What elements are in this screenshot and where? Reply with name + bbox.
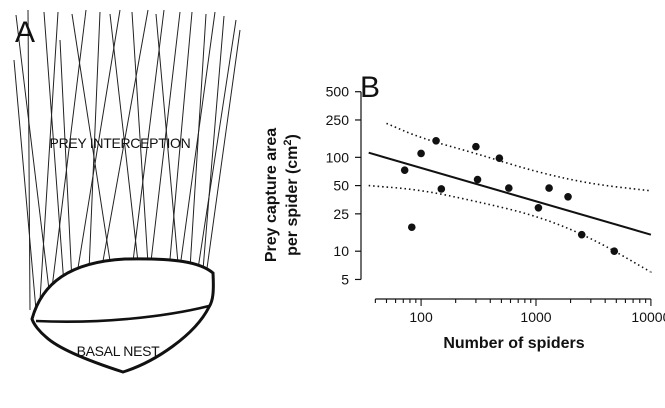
y-axis-label-line2: per spider (cm2) <box>282 134 301 256</box>
silk-thread <box>177 11 216 283</box>
silk-thread <box>155 13 181 287</box>
data-point <box>400 166 409 174</box>
data-point <box>473 175 482 184</box>
data-point <box>577 230 586 239</box>
confidence-bands <box>368 122 652 273</box>
y-tick-label: 25 <box>333 206 349 222</box>
basal-nest-rim <box>35 304 210 323</box>
silk-thread <box>15 14 51 299</box>
panel-a: A PREY INTERCEPTION BASAL NEST <box>13 9 241 374</box>
data-point <box>534 203 543 212</box>
silk-thread <box>51 9 87 289</box>
y-tick-label: 10 <box>333 243 349 259</box>
x-tick-label: 100 <box>409 309 433 325</box>
x-axis: 100 1000 10000 <box>374 298 665 325</box>
data-points <box>400 137 619 256</box>
y-tick-label: 50 <box>333 178 349 194</box>
silk-thread <box>39 11 59 301</box>
data-point <box>495 154 504 162</box>
silk-thread <box>13 59 37 311</box>
silk-thread <box>27 9 31 311</box>
silk-thread <box>95 9 149 301</box>
silk-thread <box>71 13 113 275</box>
data-point <box>432 137 440 145</box>
silk-thread <box>87 11 101 295</box>
data-point <box>610 247 619 256</box>
y-axis: 5 10 25 50 100 250 500 <box>326 84 362 287</box>
y-axis-label-main: per spider (cm <box>284 146 301 256</box>
silk-thread <box>195 19 237 283</box>
regression-line <box>368 151 652 236</box>
data-point <box>545 184 553 192</box>
silk-thread <box>203 29 241 291</box>
basal-nest-label: BASAL NEST <box>77 343 161 359</box>
silk-thread <box>165 11 193 305</box>
data-point <box>437 185 446 193</box>
silk-thread <box>187 13 207 301</box>
panel-a-letter: A <box>15 16 35 49</box>
panel-b: 5 10 25 50 100 250 500 100 1000 10000 B Prey cap… <box>263 71 665 352</box>
prey-interception-label: PREY INTERCEPTION <box>50 135 191 151</box>
silk-thread <box>43 11 65 286</box>
y-axis-label-superscript: 2 <box>282 139 294 145</box>
silk-thread <box>199 15 225 307</box>
y-tick-label: 250 <box>326 112 350 128</box>
silk-thread <box>149 11 181 271</box>
data-point <box>407 223 416 232</box>
x-tick-label: 1000 <box>520 309 551 325</box>
silk-thread <box>131 11 149 265</box>
y-tick-label: 100 <box>326 149 350 165</box>
silk-thread <box>109 13 141 281</box>
confidence-band-upper <box>386 122 652 192</box>
x-tick-label: 10000 <box>631 309 665 325</box>
data-point <box>472 142 480 151</box>
y-tick-label: 5 <box>341 271 349 287</box>
y-tick-label: 500 <box>326 84 350 100</box>
data-point <box>564 192 572 201</box>
silk-thread <box>59 39 73 283</box>
silk-thread <box>77 9 121 269</box>
data-point <box>505 184 513 192</box>
data-point <box>417 149 425 158</box>
y-axis-label-line1: Prey capture area <box>263 128 280 262</box>
silk-threads <box>13 9 241 319</box>
panel-b-letter: B <box>360 71 380 104</box>
x-axis-label: Number of spiders <box>443 335 584 352</box>
y-axis-label-close: ) <box>284 134 301 139</box>
